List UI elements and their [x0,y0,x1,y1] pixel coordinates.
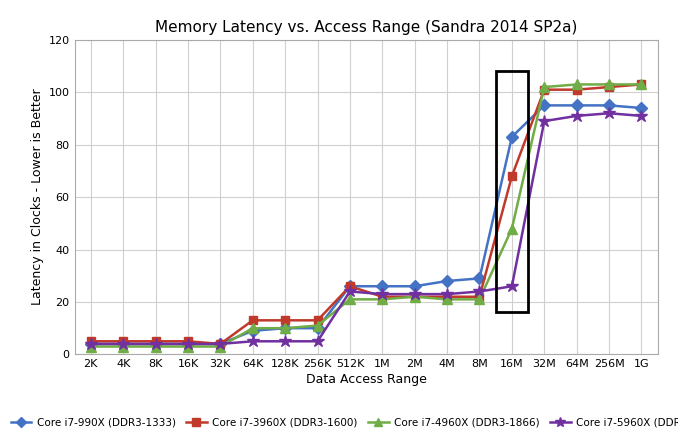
Core i7-3960X (DDR3-1600) [87,338,95,344]
Title: Memory Latency vs. Access Range (Sandra 2014 SP2a): Memory Latency vs. Access Range (Sandra … [155,19,577,35]
Core i7-5960X (DDR4-2133) [573,113,581,119]
Core i7-3960X (DDR3-1600) [216,341,224,346]
Core i7-5960X (DDR4-2133) [378,291,386,297]
Core i7-5960X (DDR4-2133) [475,289,483,294]
Line: Core i7-5960X (DDR4-2133): Core i7-5960X (DDR4-2133) [85,107,647,350]
Core i7-990X (DDR3-1333) [508,134,516,140]
Core i7-3960X (DDR3-1600) [573,87,581,92]
Core i7-990X (DDR3-1333) [87,341,95,346]
Core i7-5960X (DDR4-2133) [151,341,159,346]
X-axis label: Data Access Range: Data Access Range [306,373,426,386]
Core i7-3960X (DDR3-1600) [281,318,290,323]
Core i7-3960X (DDR3-1600) [540,87,549,92]
Core i7-990X (DDR3-1333) [443,278,451,284]
Core i7-3960X (DDR3-1600) [378,294,386,299]
Core i7-990X (DDR3-1333) [313,326,321,331]
Core i7-3960X (DDR3-1600) [605,85,613,90]
Core i7-4960X (DDR3-1866) [184,344,192,349]
Core i7-990X (DDR3-1333) [605,103,613,108]
Core i7-990X (DDR3-1333) [411,284,419,289]
Core i7-4960X (DDR3-1866) [346,297,354,302]
Core i7-5960X (DDR4-2133) [346,289,354,294]
Core i7-4960X (DDR3-1866) [249,326,257,331]
Core i7-4960X (DDR3-1866) [443,297,451,302]
Core i7-4960X (DDR3-1866) [605,82,613,87]
Core i7-990X (DDR3-1333) [151,341,159,346]
Core i7-990X (DDR3-1333) [184,341,192,346]
Core i7-5960X (DDR4-2133) [540,118,549,124]
Core i7-4960X (DDR3-1866) [508,226,516,231]
Core i7-5960X (DDR4-2133) [184,341,192,346]
Core i7-5960X (DDR4-2133) [87,341,95,346]
Legend: Core i7-990X (DDR3-1333), Core i7-3960X (DDR3-1600), Core i7-4960X (DDR3-1866), : Core i7-990X (DDR3-1333), Core i7-3960X … [6,413,678,431]
Line: Core i7-3960X (DDR3-1600): Core i7-3960X (DDR3-1600) [87,80,645,348]
Core i7-3960X (DDR3-1600) [475,294,483,299]
Core i7-4960X (DDR3-1866) [411,294,419,299]
Core i7-990X (DDR3-1333) [119,341,127,346]
Core i7-3960X (DDR3-1600) [184,338,192,344]
Core i7-990X (DDR3-1333) [216,341,224,346]
Core i7-3960X (DDR3-1600) [313,318,321,323]
Core i7-4960X (DDR3-1866) [216,344,224,349]
Core i7-4960X (DDR3-1866) [87,344,95,349]
Core i7-3960X (DDR3-1600) [443,294,451,299]
Core i7-4960X (DDR3-1866) [475,297,483,302]
Core i7-5960X (DDR4-2133) [281,338,290,344]
Core i7-990X (DDR3-1333) [249,328,257,334]
Core i7-5960X (DDR4-2133) [249,338,257,344]
Core i7-4960X (DDR3-1866) [313,323,321,328]
Core i7-5960X (DDR4-2133) [443,291,451,297]
Core i7-5960X (DDR4-2133) [313,338,321,344]
Core i7-5960X (DDR4-2133) [508,284,516,289]
Core i7-4960X (DDR3-1866) [281,326,290,331]
Core i7-990X (DDR3-1333) [540,103,549,108]
Core i7-4960X (DDR3-1866) [151,344,159,349]
Core i7-4960X (DDR3-1866) [378,297,386,302]
Core i7-4960X (DDR3-1866) [637,82,645,87]
Core i7-5960X (DDR4-2133) [637,113,645,119]
Core i7-4960X (DDR3-1866) [573,82,581,87]
Core i7-3960X (DDR3-1600) [411,294,419,299]
Line: Core i7-990X (DDR3-1333): Core i7-990X (DDR3-1333) [87,101,645,348]
Core i7-990X (DDR3-1333) [637,105,645,111]
Core i7-3960X (DDR3-1600) [508,174,516,179]
Core i7-990X (DDR3-1333) [378,284,386,289]
Core i7-4960X (DDR3-1866) [540,85,549,90]
Core i7-5960X (DDR4-2133) [411,291,419,297]
Core i7-3960X (DDR3-1600) [119,338,127,344]
Core i7-3960X (DDR3-1600) [151,338,159,344]
Core i7-5960X (DDR4-2133) [216,341,224,346]
Core i7-4960X (DDR3-1866) [119,344,127,349]
Core i7-990X (DDR3-1333) [573,103,581,108]
Bar [496,71,528,312]
Core i7-3960X (DDR3-1600) [249,318,257,323]
Y-axis label: Latency in Clocks - Lower is Better: Latency in Clocks - Lower is Better [31,89,45,305]
Line: Core i7-4960X (DDR3-1866): Core i7-4960X (DDR3-1866) [86,80,646,351]
Core i7-990X (DDR3-1333) [281,326,290,331]
Core i7-5960X (DDR4-2133) [119,341,127,346]
Core i7-990X (DDR3-1333) [475,276,483,281]
Core i7-3960X (DDR3-1600) [346,284,354,289]
Core i7-3960X (DDR3-1600) [637,82,645,87]
Core i7-5960X (DDR4-2133) [605,111,613,116]
Core i7-990X (DDR3-1333) [346,284,354,289]
